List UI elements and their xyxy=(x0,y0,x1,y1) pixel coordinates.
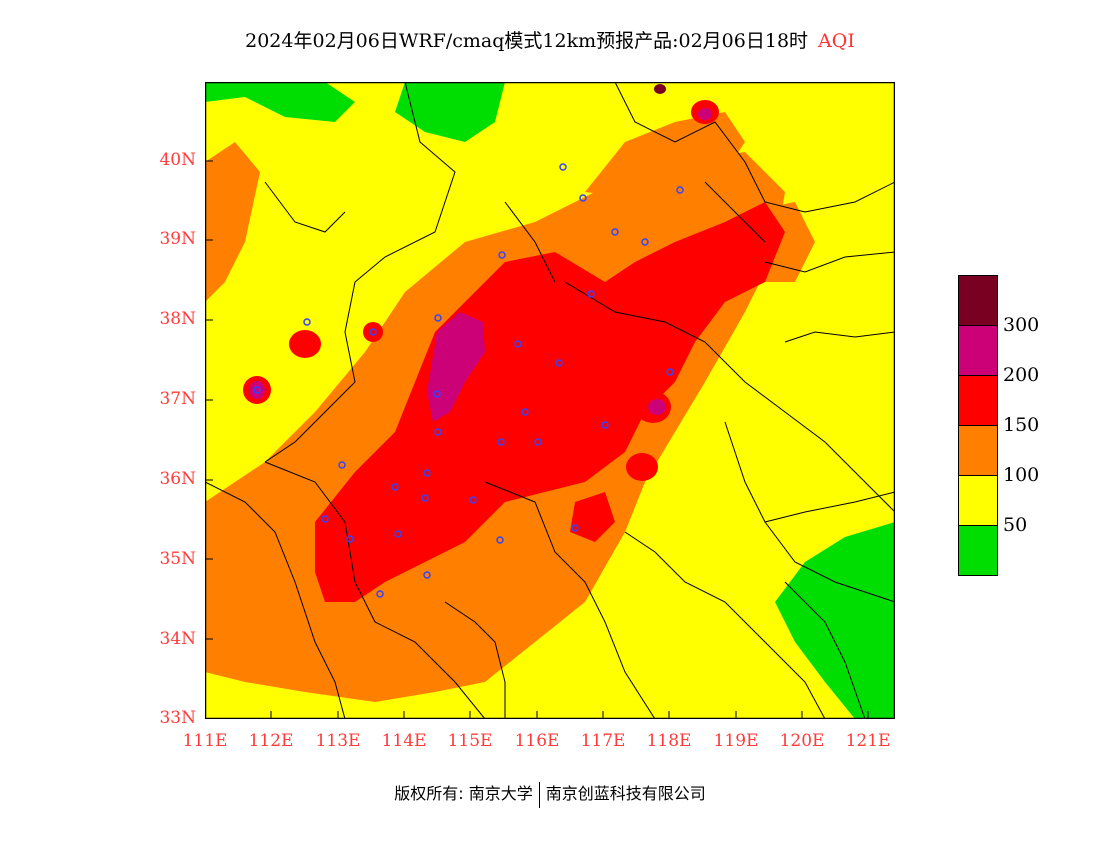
aqi-field-low-north-2 xyxy=(395,82,505,142)
legend-label: 100 xyxy=(1003,464,1040,486)
city-marker xyxy=(369,328,377,336)
city-marker xyxy=(514,340,522,348)
x-tick-label: 118E xyxy=(646,731,692,751)
y-tick-label: 37N xyxy=(159,389,196,409)
legend-swatch xyxy=(959,375,997,425)
legend-swatch xyxy=(959,425,997,475)
y-tick-label: 35N xyxy=(159,549,196,569)
city-marker xyxy=(421,494,429,502)
aqi-field-moderate-north xyxy=(585,112,745,197)
city-marker xyxy=(611,228,619,236)
city-marker xyxy=(376,590,384,598)
city-marker xyxy=(253,386,261,394)
footer-left: 版权所有: 南京大学 xyxy=(394,784,533,803)
city-marker xyxy=(434,314,442,322)
legend-swatch xyxy=(959,276,997,325)
province-boundaries xyxy=(205,82,895,719)
y-tick-label: 39N xyxy=(159,229,196,249)
x-tick-label: 116E xyxy=(514,731,560,751)
aqi-field-hazardous xyxy=(654,84,666,94)
city-marker xyxy=(497,438,505,446)
city-marker xyxy=(433,390,441,398)
footer-right: 南京创蓝科技有限公司 xyxy=(545,784,706,803)
x-tick-label: 121E xyxy=(845,731,891,751)
city-markers xyxy=(253,163,684,598)
legend-swatch xyxy=(959,475,997,525)
y-tick-label: 33N xyxy=(159,708,196,728)
title-variable: AQI xyxy=(818,30,855,52)
x-tick-label: 115E xyxy=(447,731,493,751)
city-marker xyxy=(394,530,402,538)
aqi-legend xyxy=(958,275,998,576)
y-tick-label: 34N xyxy=(159,629,196,649)
city-marker xyxy=(579,194,587,202)
aqi-field-unhealthy-spot-2 xyxy=(289,330,321,358)
x-tick-label: 117E xyxy=(580,731,626,751)
y-tick-label: 36N xyxy=(159,469,196,489)
city-marker xyxy=(303,318,311,326)
aqi-field-unhealthy-main xyxy=(315,202,785,602)
aqi-field-low-southeast xyxy=(775,522,895,719)
city-marker xyxy=(423,469,431,477)
x-tick-label: 120E xyxy=(779,731,825,751)
city-marker xyxy=(587,290,595,298)
legend-swatch xyxy=(959,325,997,375)
aqi-field-unhealthy-spot-1 xyxy=(570,492,615,542)
copyright-footer: 版权所有: 南京大学 南京创蓝科技有限公司 xyxy=(0,780,1100,808)
legend-swatch xyxy=(959,525,997,575)
city-marker xyxy=(571,524,579,532)
aqi-field-moderate-southwest xyxy=(245,602,355,672)
aqi-field-low-north xyxy=(205,82,355,122)
city-marker xyxy=(338,461,346,469)
x-tick-label: 114E xyxy=(381,731,427,751)
legend-label: 150 xyxy=(1003,414,1040,436)
city-marker xyxy=(601,421,609,429)
city-marker xyxy=(559,163,567,171)
city-marker xyxy=(346,535,354,543)
city-marker xyxy=(641,238,649,246)
city-marker xyxy=(423,571,431,579)
y-tick-label: 38N xyxy=(159,309,196,329)
x-tick-label: 111E xyxy=(182,731,228,751)
city-marker xyxy=(521,408,529,416)
city-marker xyxy=(321,515,329,523)
x-tick-label: 113E xyxy=(315,731,361,751)
city-marker xyxy=(534,438,542,446)
y-tick-label: 40N xyxy=(159,150,196,170)
city-marker xyxy=(555,359,563,367)
aqi-field-very-unhealthy xyxy=(427,312,485,422)
axis-ticks xyxy=(205,160,869,719)
legend-label: 50 xyxy=(1003,514,1028,536)
aqi-field-very-unhealthy-spot-3 xyxy=(698,108,712,120)
aqi-map xyxy=(205,82,895,719)
aqi-field-unhealthy-spot-4 xyxy=(363,322,383,342)
aqi-field-very-unhealthy-spot-1 xyxy=(249,381,265,399)
aqi-field-moderate-west xyxy=(205,142,260,302)
city-marker xyxy=(434,428,442,436)
legend-label: 300 xyxy=(1003,314,1040,336)
city-marker xyxy=(391,483,399,491)
x-tick-label: 112E xyxy=(248,731,294,751)
aqi-map-svg xyxy=(205,82,895,719)
city-marker xyxy=(496,536,504,544)
aqi-field-very-unhealthy-spot-2 xyxy=(648,399,666,415)
legend-label: 200 xyxy=(1003,364,1040,386)
coastline xyxy=(764,242,895,523)
x-tick-label: 119E xyxy=(713,731,759,751)
footer-separator xyxy=(538,781,540,808)
city-marker xyxy=(498,251,506,259)
city-marker xyxy=(666,368,674,376)
chart-title: 2024年02月06日WRF/cmaq模式12km预报产品:02月06日18时 A… xyxy=(0,26,1100,53)
title-main: 2024年02月06日WRF/cmaq模式12km预报产品:02月06日18时 xyxy=(245,30,809,52)
city-marker xyxy=(469,496,477,504)
aqi-field-unhealthy-spot-5 xyxy=(626,453,658,481)
city-marker xyxy=(676,186,684,194)
